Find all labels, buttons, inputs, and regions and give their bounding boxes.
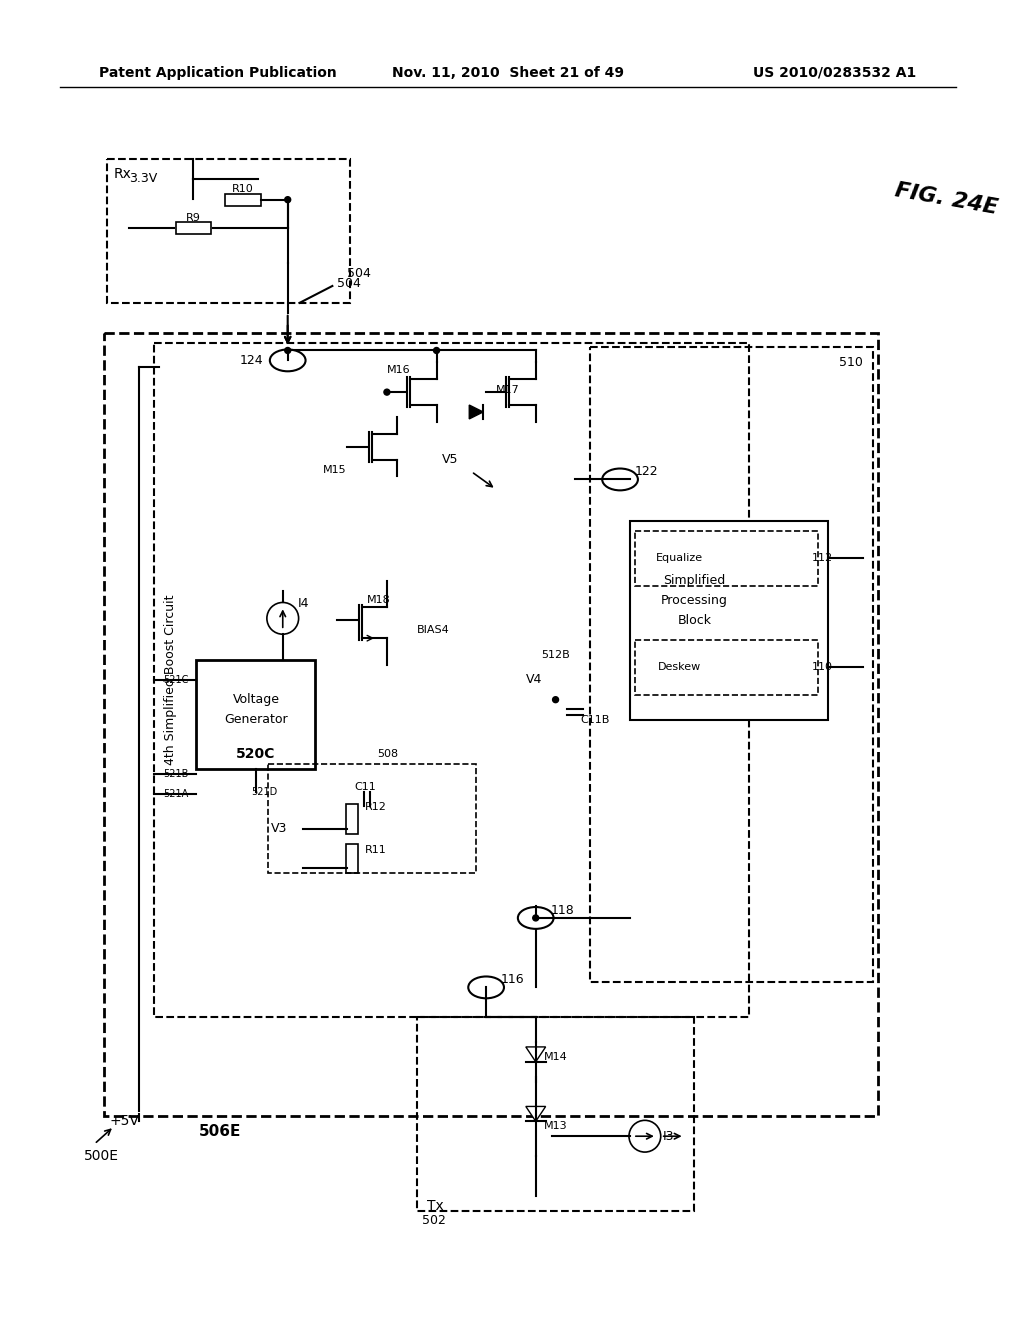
Text: M16: M16	[387, 366, 411, 375]
Bar	[417, 1018, 694, 1210]
Circle shape	[285, 197, 291, 203]
Text: 521D: 521D	[251, 787, 278, 797]
Text: Simplified: Simplified	[664, 574, 726, 587]
Text: 512B: 512B	[541, 649, 569, 660]
Text: Deskew: Deskew	[658, 661, 701, 672]
Text: Rx: Rx	[114, 166, 132, 181]
Text: 521A: 521A	[163, 789, 188, 799]
Text: M14: M14	[544, 1052, 567, 1061]
Bar	[630, 521, 828, 719]
Text: 502: 502	[422, 1214, 445, 1228]
Text: Equalize: Equalize	[656, 553, 703, 562]
Text: 510: 510	[840, 356, 863, 368]
Circle shape	[384, 389, 390, 395]
Circle shape	[433, 347, 439, 354]
Text: R9: R9	[186, 213, 201, 223]
Text: Processing: Processing	[662, 594, 728, 607]
Text: Patent Application Publication: Patent Application Publication	[99, 66, 337, 79]
Text: 521C: 521C	[163, 675, 188, 685]
Text: 118: 118	[551, 903, 574, 916]
Text: 124: 124	[240, 354, 263, 367]
Text: I3: I3	[663, 1130, 674, 1143]
Bar	[225, 194, 261, 206]
Polygon shape	[525, 1047, 546, 1061]
Text: 110: 110	[812, 661, 833, 672]
Bar	[346, 843, 358, 874]
Bar	[635, 531, 818, 586]
Text: 521B: 521B	[163, 770, 188, 779]
Text: M17: M17	[496, 385, 520, 395]
Text: I4: I4	[298, 597, 309, 610]
Text: FIG. 24E: FIG. 24E	[893, 180, 999, 218]
Text: Voltage: Voltage	[232, 693, 280, 706]
Text: US 2010/0283532 A1: US 2010/0283532 A1	[754, 66, 916, 79]
Text: R11: R11	[366, 846, 387, 855]
Text: Tx: Tx	[427, 1199, 443, 1213]
Text: 506E: 506E	[199, 1123, 241, 1139]
Bar	[108, 158, 350, 302]
Text: R10: R10	[232, 183, 254, 194]
Circle shape	[285, 347, 291, 354]
Bar	[197, 660, 315, 770]
Text: 112: 112	[812, 553, 833, 562]
Text: V4: V4	[525, 673, 542, 686]
Text: V3: V3	[271, 822, 288, 836]
Text: M18: M18	[367, 595, 391, 606]
Ellipse shape	[468, 977, 504, 998]
Polygon shape	[525, 1106, 546, 1121]
Ellipse shape	[518, 907, 554, 929]
Text: 520C: 520C	[237, 747, 275, 762]
Bar	[175, 223, 211, 235]
Circle shape	[553, 697, 558, 702]
Text: 122: 122	[635, 465, 658, 478]
Text: Generator: Generator	[224, 713, 288, 726]
Bar	[154, 342, 749, 1018]
Text: BIAS4: BIAS4	[417, 626, 450, 635]
Text: Block: Block	[678, 614, 712, 627]
Text: 4th Simplified Boost Circuit: 4th Simplified Boost Circuit	[164, 594, 177, 766]
Text: M15: M15	[323, 465, 346, 474]
Ellipse shape	[602, 469, 638, 490]
Bar	[104, 333, 878, 1117]
Ellipse shape	[270, 350, 305, 371]
Text: C11: C11	[354, 781, 376, 792]
Bar	[590, 347, 873, 982]
Bar	[635, 640, 818, 694]
Text: C11B: C11B	[581, 714, 609, 725]
Text: 500E: 500E	[84, 1148, 120, 1163]
Polygon shape	[469, 405, 483, 418]
Text: +5V: +5V	[110, 1114, 139, 1129]
Text: V5: V5	[441, 453, 458, 466]
Text: 508: 508	[377, 750, 398, 759]
Bar	[268, 764, 476, 874]
Text: 116: 116	[501, 973, 524, 986]
Circle shape	[532, 915, 539, 921]
Bar	[346, 804, 358, 834]
Text: 504: 504	[347, 267, 371, 280]
Text: M13: M13	[544, 1121, 567, 1131]
Text: Nov. 11, 2010  Sheet 21 of 49: Nov. 11, 2010 Sheet 21 of 49	[392, 66, 624, 79]
Text: R12: R12	[366, 801, 387, 812]
Text: 504: 504	[337, 276, 361, 289]
Text: 3.3V: 3.3V	[129, 173, 158, 185]
